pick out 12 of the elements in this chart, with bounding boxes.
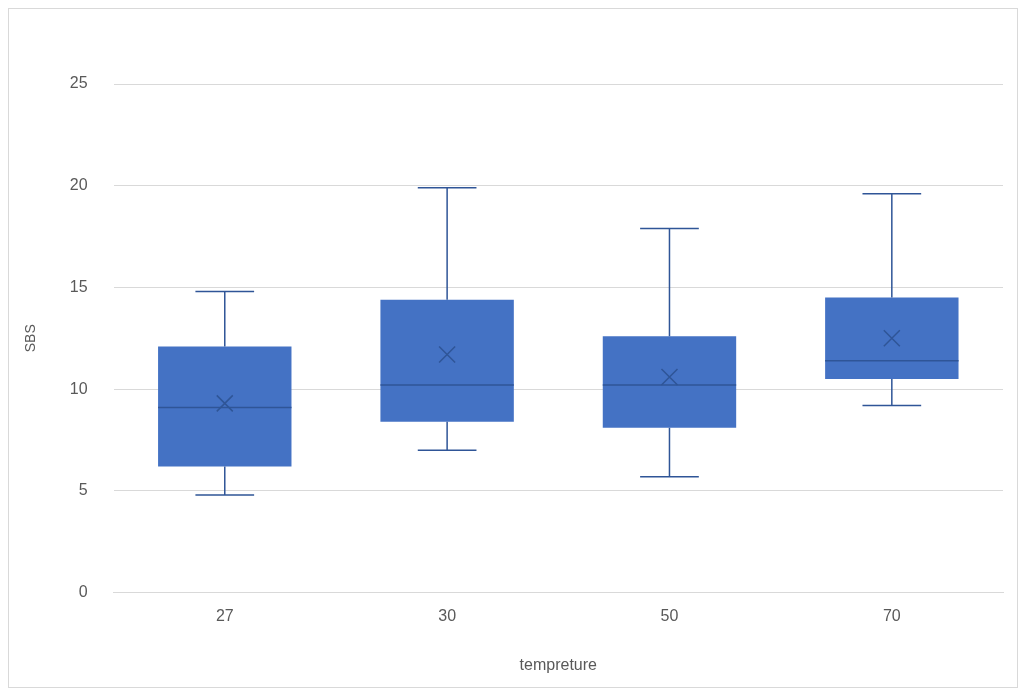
y-tick-label: 5 — [78, 481, 88, 499]
y-tick-label: 15 — [69, 277, 88, 295]
x-axis-title: tempreture — [519, 655, 598, 673]
x-tick-label: 30 — [438, 606, 457, 624]
y-tick-label: 20 — [69, 176, 88, 194]
x-tick-label: 50 — [660, 606, 679, 624]
x-tick-label: 27 — [215, 606, 234, 624]
y-tick-label: 10 — [69, 379, 88, 397]
y-tick-label: 25 — [69, 74, 88, 92]
y-axis-title: SBS — [22, 324, 39, 353]
y-tick-label: 0 — [78, 583, 88, 601]
x-tick-label: 70 — [882, 606, 901, 624]
